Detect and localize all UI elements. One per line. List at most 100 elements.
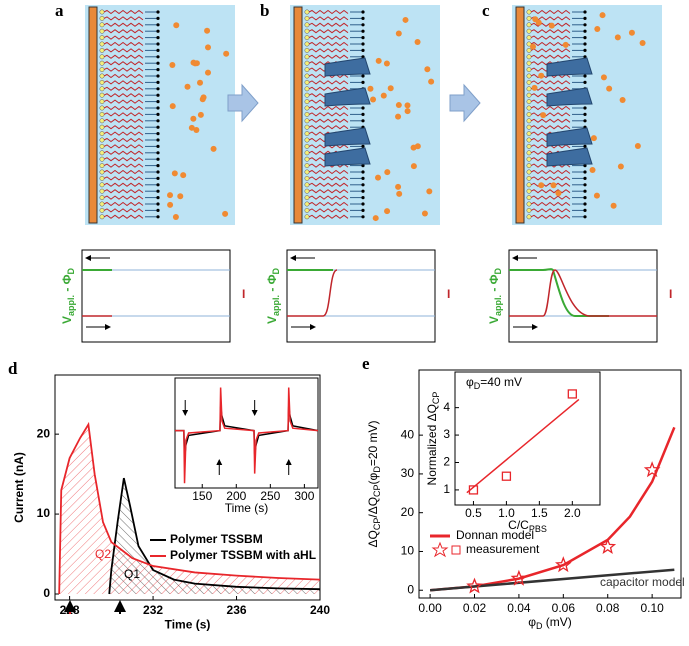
headgroup (99, 124, 105, 130)
ion (589, 167, 596, 174)
current-label: I (242, 287, 245, 301)
headgroup (526, 15, 532, 21)
y-tick-label: 2 (443, 455, 450, 469)
tail-end (583, 106, 587, 110)
headgroup (99, 150, 105, 156)
tail-end (361, 183, 365, 187)
ion (193, 126, 200, 133)
subscript: PBS (529, 524, 547, 534)
lipid-chain (103, 214, 144, 219)
headgroup (526, 111, 532, 117)
ion (410, 163, 417, 170)
tail-end (361, 176, 365, 180)
x-tick-label: 0.00 (418, 601, 442, 615)
lipid-chain (530, 48, 571, 53)
charts: 22823223624001020Time (s)Current (nA)dQ2… (8, 354, 685, 632)
headgroup (526, 169, 532, 175)
headgroup (99, 41, 105, 47)
tail-end (361, 36, 365, 40)
ion (395, 113, 402, 120)
panel-label: e (362, 354, 370, 373)
headgroup (99, 9, 105, 15)
ion (531, 84, 538, 91)
subscript: D (493, 267, 503, 274)
lipid-chain (530, 189, 571, 194)
ion (223, 50, 230, 57)
lipid-chain (103, 189, 144, 194)
ion (599, 12, 606, 19)
x-axis-label: Time (s) (165, 617, 211, 631)
y-tick-label: 20 (37, 426, 51, 440)
lipid-chain (530, 214, 571, 219)
lipid-chain (103, 35, 144, 40)
tail-end (361, 164, 365, 168)
ion (619, 97, 626, 104)
y-axis-label: ΔQCP/ΔQCP(φD=20 mV) (366, 420, 382, 547)
lipid-chain (103, 22, 144, 27)
headgroup (304, 54, 310, 60)
lipid-chain (308, 118, 349, 123)
headgroup (304, 111, 310, 117)
text-part: ΔQ (366, 530, 380, 547)
headgroup (304, 73, 310, 79)
headgroup (99, 99, 105, 105)
ion (177, 193, 184, 200)
headgroup (526, 28, 532, 34)
tail-end (583, 176, 587, 180)
tail-end (583, 80, 587, 84)
solution (290, 5, 440, 225)
series-line (175, 387, 319, 484)
tail-end (156, 132, 160, 136)
text-part: V (265, 316, 279, 324)
tail-end (361, 189, 365, 193)
subscript: D (372, 466, 382, 473)
y-tick-label: 0 (407, 582, 414, 596)
lipid-chain (308, 189, 349, 194)
tail-end (583, 55, 587, 59)
headgroup (304, 67, 310, 73)
lipid-chain (308, 29, 349, 34)
ion (634, 143, 641, 150)
lipid-chain (103, 157, 144, 162)
lipid-chain (103, 99, 144, 104)
step-arrow (227, 83, 259, 123)
lipid-chain (530, 182, 571, 187)
ion (424, 66, 431, 73)
tail-end (156, 157, 160, 161)
ion (184, 83, 191, 90)
annotation: φD=40 mV (466, 375, 522, 391)
lipid-chain (530, 208, 571, 213)
headgroup (304, 22, 310, 28)
tail-end (361, 80, 365, 84)
lipid-chain (103, 163, 144, 168)
ion (421, 210, 428, 217)
ion (167, 192, 174, 199)
text-part: =20 mV) (366, 420, 380, 466)
headgroup (304, 137, 310, 143)
text-part: C/C (508, 518, 529, 532)
tail-end (156, 202, 160, 206)
tail-end (156, 74, 160, 78)
ion (593, 192, 600, 199)
lipid-chain (103, 125, 144, 130)
headgroup (99, 175, 105, 181)
ion (370, 96, 377, 103)
lipid-chain (103, 112, 144, 117)
ion (197, 79, 204, 86)
tail-end (583, 10, 587, 14)
legend-marker (451, 545, 461, 555)
lipid-chain (103, 9, 144, 15)
lipid-chain (308, 201, 349, 207)
lipid-chain (103, 201, 144, 207)
tail-end (156, 100, 160, 104)
panel-label: b (260, 1, 269, 20)
channel (546, 87, 593, 107)
lipid-chain (530, 9, 571, 15)
area-hatch (59, 424, 321, 595)
headgroup (526, 131, 532, 137)
x-tick-label: 250 (260, 489, 280, 503)
lipid-chain (530, 125, 571, 130)
tail-end (361, 196, 365, 200)
ion (375, 57, 382, 64)
headgroup (526, 22, 532, 28)
